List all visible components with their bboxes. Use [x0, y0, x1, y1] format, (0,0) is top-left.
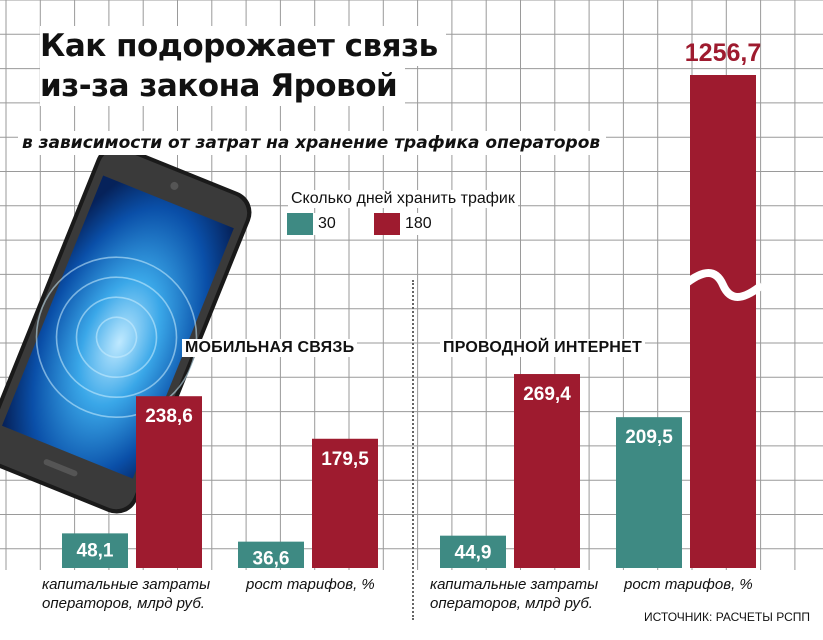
scale-break-mark [681, 269, 765, 301]
group-label-mobile-capex: капитальные затраты операторов, млрд руб… [40, 575, 213, 613]
bar-s0-g1-180 [312, 438, 378, 568]
legend-label-30: 30 [318, 215, 336, 232]
bar-s1-g0-30 [440, 535, 506, 568]
bar-s0-g0-180 [136, 396, 202, 568]
chart-subtitle: в зависимости от затрат на хранение траф… [18, 131, 607, 155]
source-note: ИСТОЧНИК: РАСЧЕТЫ РСПП [641, 610, 813, 624]
value-label-s0-g0-180: 238,6 [145, 406, 193, 427]
bar-s1-g1-180 [690, 75, 756, 568]
group-label-mobile-tariffs: рост тарифов, % [244, 575, 377, 594]
legend-item-30: 30 [287, 213, 340, 235]
bar-s1-g1-30 [616, 417, 682, 568]
legend-title: Сколько дней хранить трафик [288, 190, 518, 208]
section-title-mobile: МОБИЛЬНАЯ СВЯЗЬ [182, 339, 358, 357]
title-line-2: из-за закона Яровой [40, 66, 406, 106]
value-label-s1-g1-180: 1256,7 [685, 39, 761, 67]
legend-swatch-180 [374, 213, 400, 235]
legend-label-180: 180 [405, 215, 432, 232]
value-label-s1-g0-180: 269,4 [523, 384, 571, 405]
bar-s1-g0-180 [514, 374, 580, 568]
value-label-s0-g1-180: 179,5 [321, 449, 369, 470]
value-label-s0-g1-30: 36,6 [253, 549, 290, 570]
legend-swatch-30 [287, 213, 313, 235]
chart-title: Как подорожает связь из-за закона Яровой [40, 26, 446, 106]
bar-s0-g1-30 [238, 541, 304, 568]
group-label-internet-tariffs: рост тарифов, % [622, 575, 755, 594]
value-label-s1-g0-30: 44,9 [455, 543, 492, 564]
value-label-s0-g0-30: 48,1 [77, 540, 114, 561]
section-title-internet: ПРОВОДНОЙ ИНТЕРНЕТ [440, 339, 645, 357]
bar-s0-g0-30 [62, 533, 128, 568]
group-label-internet-capex: капитальные затраты операторов, млрд руб… [428, 575, 601, 613]
value-label-s1-g1-30: 209,5 [625, 427, 673, 448]
title-line-1: Как подорожает связь [40, 26, 446, 66]
legend-item-180: 180 [374, 213, 436, 235]
section-divider [412, 280, 414, 620]
